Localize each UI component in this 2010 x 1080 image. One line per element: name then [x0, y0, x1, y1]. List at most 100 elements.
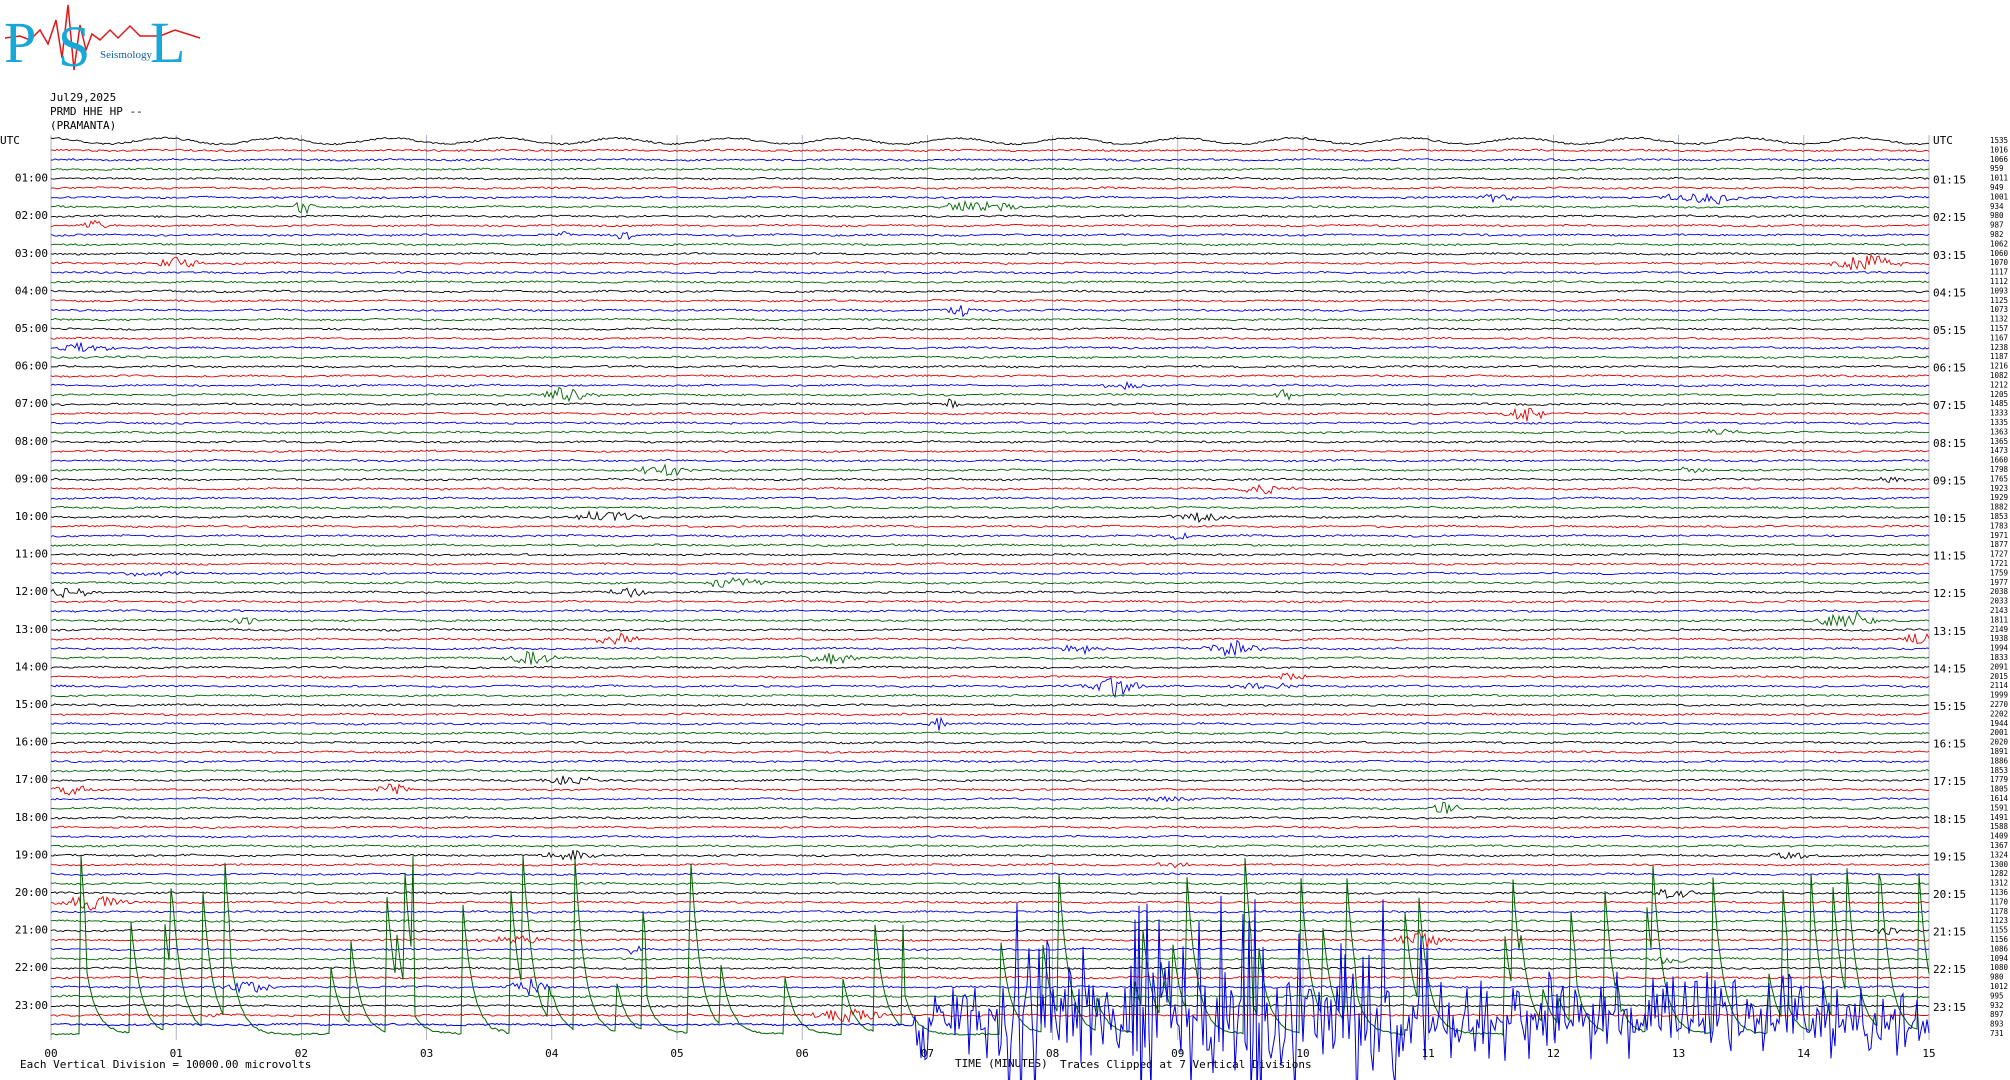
line-max-label: 1132: [1990, 315, 2008, 324]
line-max-label: 897: [1990, 1010, 2004, 1019]
right-time-label: 04:15: [1933, 286, 1966, 299]
x-tick-label: 02: [295, 1047, 308, 1060]
right-time-label: 23:15: [1933, 1001, 1966, 1014]
line-max-label: 1929: [1990, 493, 2008, 502]
trace: [50, 872, 1930, 876]
trace: [51, 888, 1930, 899]
line-max-label: 1938: [1990, 634, 2009, 643]
trace: [50, 176, 1930, 181]
line-max-label: 1591: [1990, 803, 2008, 812]
right-time-label: 01:15: [1933, 174, 1966, 187]
trace: [50, 317, 1930, 322]
line-max-label: 1882: [1990, 503, 2008, 512]
line-max-label: 1123: [1990, 916, 2008, 925]
line-max-label: 1409: [1990, 832, 2008, 841]
trace: [51, 919, 1930, 923]
trace: [50, 380, 1930, 391]
right-time-label: 15:15: [1933, 700, 1966, 713]
x-tick-label: 11: [1422, 1047, 1435, 1060]
trace: [50, 167, 1930, 171]
line-max-label: 1759: [1990, 568, 2008, 577]
line-max-label: 1125: [1990, 296, 2008, 305]
logo-letter: S: [58, 14, 90, 79]
left-time-label: 10:00: [15, 510, 48, 523]
trace: [50, 750, 1930, 754]
trace: [50, 251, 1930, 256]
line-max-label: 893: [1990, 1020, 2004, 1029]
trace: [50, 844, 1930, 848]
line-max-label: 982: [1990, 230, 2004, 239]
date: Jul29,2025: [50, 91, 116, 104]
line-max-label: 1282: [1990, 869, 2008, 878]
trace: [50, 407, 1930, 422]
trace: [50, 148, 1930, 153]
trace: [50, 945, 1930, 955]
x-tick-label: 12: [1547, 1047, 1560, 1060]
line-max-label: 2091: [1990, 662, 2008, 671]
line-max-label: 2202: [1990, 709, 2008, 718]
line-max-label: 1205: [1990, 390, 2008, 399]
right-time-label: 21:15: [1933, 926, 1966, 939]
trace: [50, 214, 1930, 218]
trace: [50, 219, 1930, 229]
line-max-label: 1491: [1990, 813, 2008, 822]
line-max-label: 1721: [1990, 559, 2008, 568]
trace: [50, 712, 1930, 717]
line-max-label: 1082: [1990, 371, 2008, 380]
line-max-label: 1886: [1990, 756, 2009, 765]
x-tick-label: 06: [796, 1047, 809, 1060]
right-time-label: 18:15: [1933, 813, 1966, 826]
right-time-label: 13:15: [1933, 625, 1966, 638]
logo-subtitle: Seismology: [100, 49, 152, 61]
left-time-label: 23:00: [15, 999, 48, 1012]
trace: [51, 599, 1930, 604]
x-tick-label: 09: [1171, 1047, 1184, 1060]
left-time-label: 18:00: [15, 811, 48, 824]
line-max-label: 1779: [1990, 775, 2008, 784]
trace: [50, 815, 1930, 820]
line-max-label: 1365: [1990, 437, 2008, 446]
trace: [50, 994, 1930, 999]
trace: [50, 336, 1930, 341]
line-max-label: 1170: [1990, 897, 2009, 906]
x-tick-label: 05: [670, 1047, 683, 1060]
left-time-label: 01:00: [15, 172, 48, 185]
line-max-label: 1614: [1990, 794, 2009, 803]
trace: [50, 496, 1930, 500]
line-max-label: 1923: [1990, 484, 2008, 493]
trace: [50, 929, 1930, 948]
left-time-label: 04:00: [15, 284, 48, 297]
trace: [50, 795, 1930, 803]
line-max-label: 1333: [1990, 409, 2008, 418]
line-max-label: 1011: [1990, 174, 2008, 183]
trace: [50, 587, 1930, 599]
logo-wave: [4, 4, 201, 71]
line-max-label: 1073: [1990, 305, 2008, 314]
trace: [50, 759, 1930, 764]
line-max-label: 1156: [1990, 935, 2009, 944]
left-time-label: 19:00: [15, 848, 48, 861]
trace: [50, 562, 1930, 566]
right-time-label: 22:15: [1933, 963, 1966, 976]
x-tick-label: 00: [44, 1047, 57, 1060]
trace: [50, 341, 1930, 353]
trace: [50, 639, 1930, 657]
line-max-label: 731: [1990, 1029, 2004, 1038]
left-time-label: 07:00: [15, 397, 48, 410]
trace: [50, 956, 1930, 965]
right-time-label: 09:15: [1933, 474, 1966, 487]
trace: [50, 231, 1930, 241]
trace: [50, 543, 1930, 547]
line-max-label: 1877: [1990, 540, 2008, 549]
line-max-label: 2033: [1990, 597, 2008, 606]
line-max-label: 959: [1990, 164, 2004, 173]
line-max-label: 1187: [1990, 352, 2008, 361]
right-time-label: 05:15: [1933, 324, 1966, 337]
trace: [50, 862, 1930, 869]
trace: [50, 327, 1930, 331]
line-max-label: 1300: [1990, 860, 2009, 869]
right-time-label: 10:15: [1933, 512, 1966, 525]
line-max-label: 1367: [1990, 841, 2008, 850]
